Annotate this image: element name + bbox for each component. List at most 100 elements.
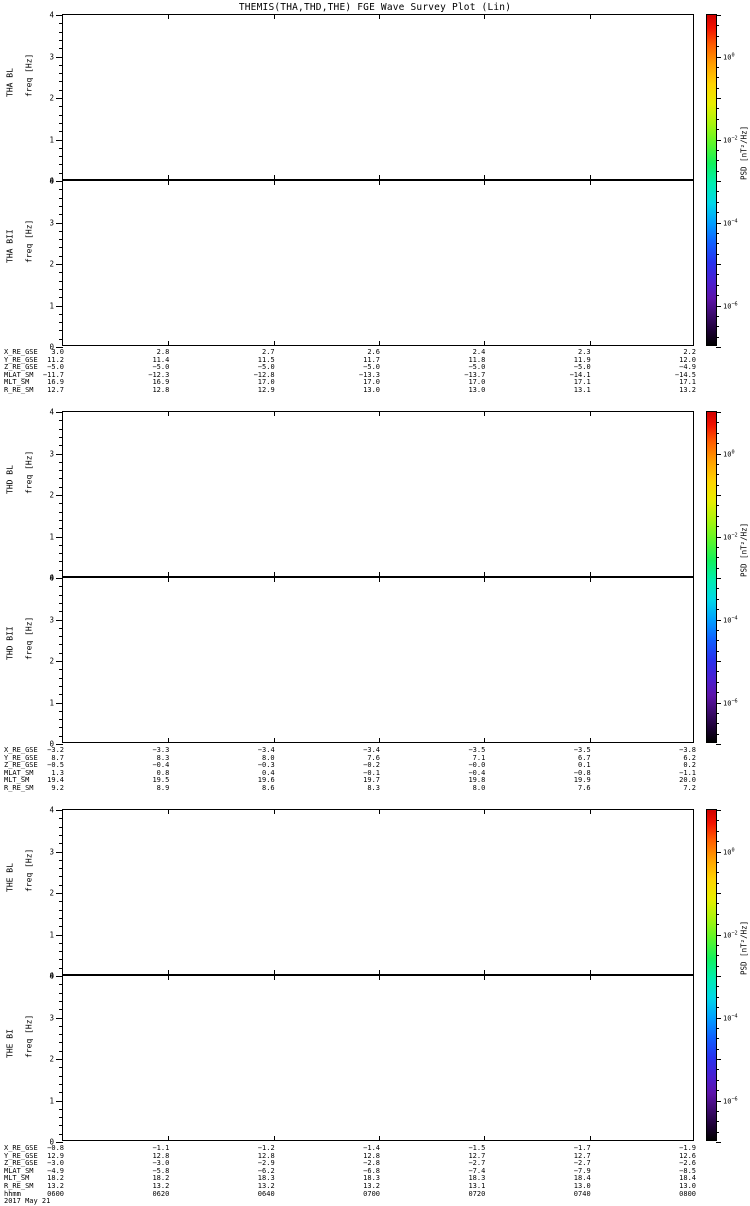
colorbar-minor-tick — [716, 315, 719, 317]
y-axis-minor-tick — [59, 1025, 63, 1027]
y-axis-minor-tick — [59, 926, 63, 928]
y-axis-minor-tick — [59, 511, 63, 513]
y-axis-minor-tick — [59, 81, 63, 83]
ephemeris-row-label: Z_RE_GSE — [4, 363, 38, 372]
y-axis-minor-tick — [59, 694, 63, 696]
colorbar-major-tick — [716, 893, 721, 894]
y-axis-minor-tick — [59, 255, 63, 257]
colorbar-minor-tick — [716, 598, 719, 600]
ephemeris-value: 13.2 — [363, 1182, 380, 1190]
y-axis-tick-label: 1 — [49, 697, 54, 707]
x-axis-tick — [273, 412, 275, 416]
colorbar-minor-tick — [716, 872, 719, 874]
ephemeris-value: 13.1 — [573, 386, 591, 394]
y-axis-tick-label: 3 — [49, 448, 54, 458]
ephemeris-value: 13.2 — [152, 1182, 170, 1190]
y-axis-minor-tick — [59, 611, 63, 613]
x-axis-tick — [168, 181, 170, 185]
y-axis-major-tick — [56, 453, 63, 455]
colorbar-minor-tick — [716, 955, 719, 957]
ephemeris-value: 7.6 — [367, 753, 380, 762]
colorbar-minor-tick — [716, 243, 719, 245]
colorbar-minor-tick — [716, 830, 719, 832]
y-axis-major-tick — [56, 1017, 63, 1019]
ephemeris-value: 8.0 — [262, 753, 275, 762]
y-axis-minor-tick — [59, 569, 63, 571]
y-axis-tick-label: 4 — [49, 407, 54, 417]
y-axis-tick-label: 2 — [49, 93, 54, 103]
y-axis-minor-tick — [59, 73, 63, 75]
colorbar-minor-tick — [716, 723, 719, 725]
x-axis-tick — [589, 412, 591, 416]
ephemeris-value: 17.0 — [363, 378, 380, 387]
y-axis-minor-tick — [59, 710, 63, 712]
y-axis-major-tick — [56, 1142, 63, 1143]
y-axis-minor-tick — [59, 834, 63, 836]
ephemeris-value: 17.0 — [468, 378, 486, 387]
x-axis-tick — [484, 181, 486, 185]
ephemeris-value: −1.2 — [257, 1144, 275, 1152]
y-axis-minor-tick — [59, 461, 63, 463]
ephemeris-value: 18.3 — [468, 1174, 486, 1183]
x-axis-tick — [273, 181, 275, 185]
ephemeris-value: −3.5 — [573, 746, 591, 754]
ephemeris-value: −3.0 — [47, 1159, 64, 1168]
ephemeris-value: 8.7 — [51, 753, 64, 762]
ephemeris-value: −5.0 — [363, 363, 380, 372]
y-axis-major-tick — [56, 347, 63, 348]
y-axis-minor-tick — [59, 280, 63, 282]
y-axis-minor-tick — [59, 1034, 63, 1036]
colorbar-tick-label: 10−4 — [723, 217, 738, 228]
colorbar-minor-tick — [716, 484, 719, 486]
y-axis-minor-tick — [59, 544, 63, 546]
ephemeris-value: 6.7 — [578, 753, 591, 762]
ephemeris-value: −0.8 — [47, 1144, 64, 1152]
y-axis-minor-tick — [59, 627, 63, 629]
colorbar-major-tick — [716, 264, 721, 265]
y-axis-minor-tick — [59, 147, 63, 149]
y-axis-tick-label: 3 — [49, 614, 54, 624]
ephemeris-value: −7.9 — [573, 1166, 591, 1175]
y-axis-minor-tick — [59, 205, 63, 207]
ephemeris-value: −13.7 — [464, 370, 486, 379]
colorbar-minor-tick — [716, 336, 719, 338]
ephemeris-value: 20.0 — [679, 776, 696, 785]
colorbar-thd: 100 10−2 10−4 10−6 — [706, 411, 738, 745]
ephemeris-value: −0.1 — [363, 768, 380, 777]
x-axis-tick — [589, 175, 591, 179]
y-axis-tick-label: 1 — [49, 300, 54, 310]
ephemeris-row-label: R_RE_SM — [4, 1182, 34, 1190]
y-axis-major-tick — [56, 181, 63, 182]
ephemeris-value: 8.9 — [156, 784, 170, 792]
y-axis-tick-label: 4 — [49, 176, 54, 186]
y-axis-minor-tick — [59, 636, 63, 638]
x-axis-tick — [379, 341, 380, 345]
colorbar-tick-label: 100 — [723, 51, 735, 62]
ephemeris-value: −11.7 — [42, 370, 64, 379]
x-axis-tick — [168, 810, 170, 814]
x-axis-tick — [484, 976, 486, 980]
ephemeris-value: −2.7 — [573, 1159, 591, 1168]
x-axis-tick — [484, 175, 486, 179]
plot-panel-the-bi: 0 1 2 3 4 — [49, 972, 694, 1145]
colorbar-minor-tick — [716, 526, 719, 528]
ephemeris-value: −1.7 — [573, 1144, 591, 1152]
y-axis-major-tick — [56, 56, 63, 58]
colorbar-tick-label: 10−2 — [723, 929, 738, 940]
ephemeris-value: 12.9 — [257, 386, 275, 394]
y-axis-minor-tick — [59, 818, 63, 820]
x-axis-tick — [589, 970, 591, 974]
colorbar-major-tick — [716, 98, 721, 99]
colorbar-major-tick — [716, 1142, 721, 1143]
colorbar-minor-tick — [716, 149, 719, 151]
y-axis-minor-tick — [59, 1050, 63, 1052]
ephemeris-value: −6.8 — [363, 1166, 380, 1175]
colorbar-minor-tick — [716, 820, 719, 822]
colorbar-major-tick — [716, 744, 721, 745]
y-axis-minor-tick — [59, 330, 63, 332]
ephemeris-value: −0.5 — [47, 761, 64, 770]
colorbar-minor-tick — [716, 1131, 719, 1133]
y-axis-minor-tick — [59, 669, 63, 671]
y-axis-minor-tick — [59, 189, 63, 191]
colorbar-major-tick — [716, 453, 721, 455]
